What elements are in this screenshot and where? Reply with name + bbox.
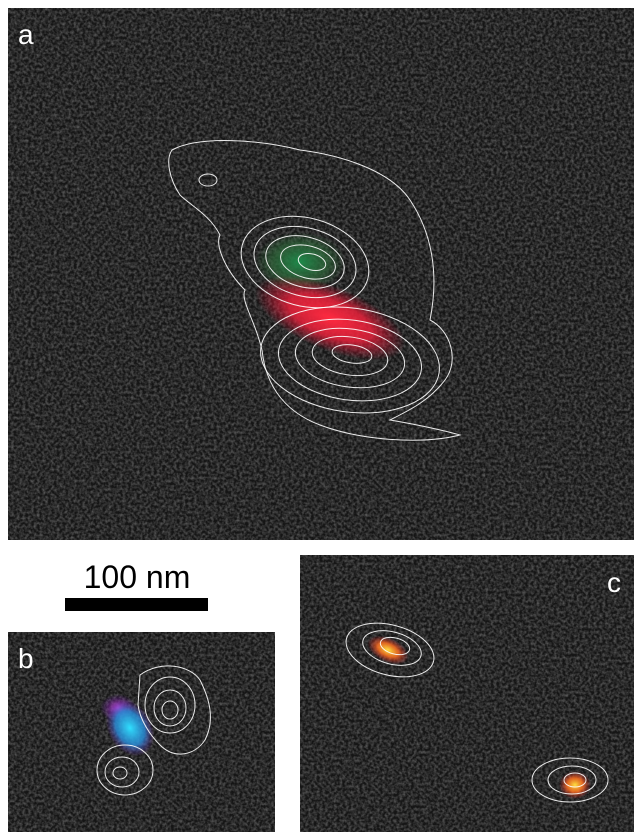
panel-label: a	[18, 19, 34, 50]
scale-bar	[65, 598, 208, 611]
panel-a: a	[8, 8, 634, 540]
scale-bar-label: 100 nm	[84, 559, 191, 595]
page: a 100 nm b c (() => { const data = JSON.…	[0, 0, 642, 838]
figure: a 100 nm b c	[0, 0, 642, 838]
panel-c: c	[300, 555, 634, 832]
panel-b: b	[8, 632, 275, 832]
panel-label: b	[18, 643, 34, 674]
panel-label: c	[607, 567, 621, 598]
